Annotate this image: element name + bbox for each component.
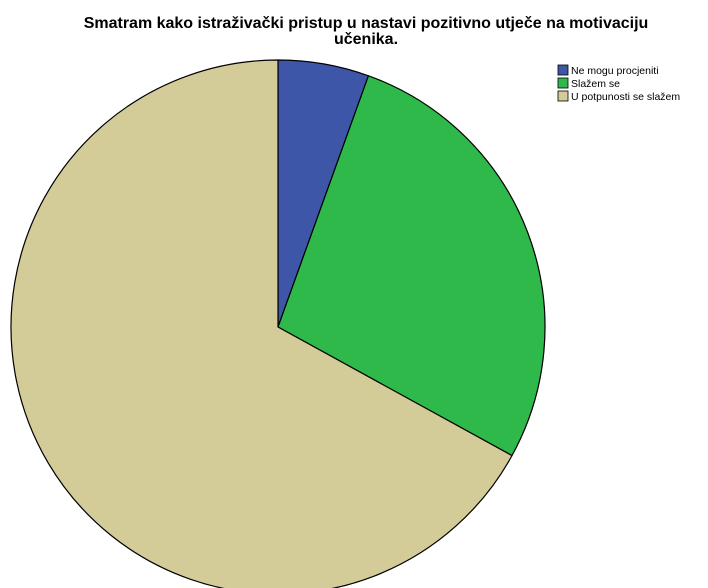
legend-label-slazem-se: Slažem se [571, 78, 620, 90]
legend-label-u-potpunosti-se-slazem: U potpunosti se slažem [571, 91, 680, 103]
pie-slices [10, 59, 546, 588]
chart-title: Smatram kako istraživački pristup u nast… [84, 15, 649, 48]
pie-slice-u-potpunosti-se-slazem [10, 59, 513, 588]
chart-title-line-2: učenika. [334, 31, 398, 48]
pie-slice-slazem-se [277, 75, 546, 457]
legend-swatch-slazem-se [557, 77, 569, 89]
legend-swatch-ne-mogu-procjeniti [557, 64, 569, 76]
chart-title-line-1: Smatram kako istraživački pristup u nast… [84, 15, 649, 32]
legend-swatch-u-potpunosti-se-slazem [557, 90, 569, 102]
legend-label-ne-mogu-procjeniti: Ne mogu procjeniti [571, 65, 659, 77]
legend: Ne mogu procjeniti Slažem se U potpunost… [557, 64, 680, 103]
